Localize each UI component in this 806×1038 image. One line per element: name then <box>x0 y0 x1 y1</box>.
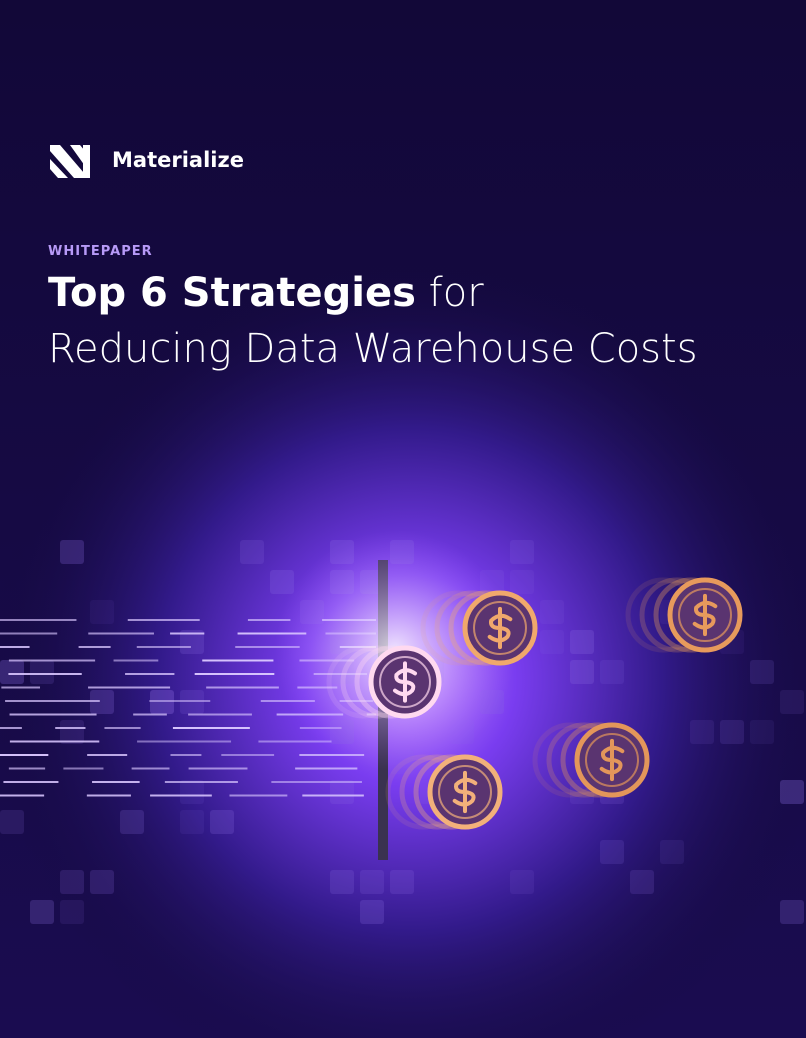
coin-dollar <box>599 738 625 782</box>
tile <box>630 870 654 894</box>
tile <box>120 810 144 834</box>
tile <box>30 900 54 924</box>
tile <box>0 660 24 684</box>
brand-name: Materialize <box>112 148 244 172</box>
tile <box>690 720 714 744</box>
logo <box>50 145 90 178</box>
coin-dollar <box>487 606 513 650</box>
tile <box>60 720 84 744</box>
logo-stroke <box>50 159 68 178</box>
tile <box>510 540 534 564</box>
tile <box>600 840 624 864</box>
tile <box>780 690 804 714</box>
tile <box>330 870 354 894</box>
tile <box>390 870 414 894</box>
coin-dollar <box>452 770 478 814</box>
tile <box>360 870 384 894</box>
tile <box>90 690 114 714</box>
tile <box>720 720 744 744</box>
coin-rim <box>379 656 431 708</box>
tile <box>0 660 24 684</box>
tile <box>60 870 84 894</box>
tile <box>540 630 564 654</box>
tile <box>30 660 54 684</box>
tile <box>540 600 564 624</box>
logo-stroke <box>50 145 84 178</box>
tile <box>660 840 684 864</box>
tile <box>600 660 624 684</box>
title-line-1: Top 6 Strategies for <box>48 270 484 316</box>
tile <box>60 540 84 564</box>
coin-dollar <box>393 661 417 703</box>
coins <box>326 577 743 830</box>
tile <box>90 600 114 624</box>
coin-rim <box>473 601 527 655</box>
logo-stroke <box>83 145 90 178</box>
tile <box>0 810 24 834</box>
coin-dollar <box>692 593 718 637</box>
coin-rim <box>438 765 492 819</box>
tile <box>60 540 84 564</box>
tile <box>750 660 774 684</box>
coin-rim <box>585 733 639 787</box>
title-bold: Top 6 Strategies <box>48 270 416 316</box>
title-rest: for <box>428 270 484 316</box>
tile <box>570 660 594 684</box>
tile <box>210 810 234 834</box>
doc-label: WHITEPAPER <box>48 244 153 259</box>
tile <box>510 570 534 594</box>
tile <box>90 870 114 894</box>
tile <box>180 810 204 834</box>
tile <box>60 900 84 924</box>
tile <box>360 900 384 924</box>
tile <box>750 720 774 744</box>
coin-rim <box>678 588 732 642</box>
tile <box>780 780 804 804</box>
tile <box>240 540 264 564</box>
title-line-2: Reducing Data Warehouse Costs <box>48 326 698 372</box>
tile <box>180 780 204 804</box>
tile <box>780 780 804 804</box>
tile <box>510 870 534 894</box>
tile <box>780 900 804 924</box>
tile <box>570 630 594 654</box>
